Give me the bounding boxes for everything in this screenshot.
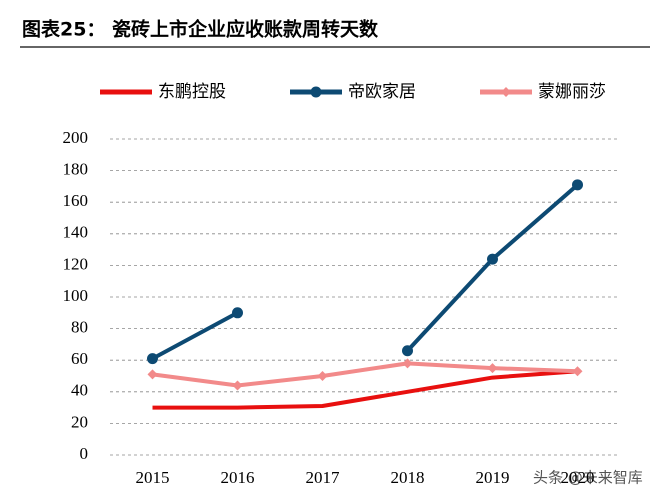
point — [487, 253, 498, 265]
legend-label: 东鹏控股 — [158, 82, 226, 102]
y-tick-label: 80 — [71, 318, 88, 337]
point — [232, 380, 243, 391]
series-line — [152, 369, 578, 410]
point — [232, 307, 243, 319]
point — [487, 363, 498, 374]
y-tick-label: 160 — [63, 191, 89, 210]
legend-label: 蒙娜丽莎 — [538, 82, 606, 102]
point — [317, 371, 328, 381]
point — [402, 358, 413, 369]
x-tick-label: 2018 — [391, 468, 425, 487]
point — [402, 345, 413, 357]
point — [572, 179, 583, 191]
series-line — [152, 361, 578, 388]
x-tick-label: 2019 — [476, 468, 510, 487]
y-tick-label: 120 — [63, 254, 89, 273]
y-tick-label: 20 — [71, 412, 88, 431]
x-tick-label: 2016 — [221, 468, 255, 487]
y-tick-label: 140 — [63, 223, 89, 242]
y-tick-label: 200 — [63, 128, 89, 147]
x-tick-label: 2015 — [136, 468, 170, 487]
watermark: 头条 @未来智库 — [533, 469, 643, 487]
y-tick-label: 180 — [63, 160, 89, 179]
point — [147, 369, 158, 380]
y-tick-label: 0 — [80, 444, 89, 463]
chart-title: 图表25： 瓷砖上市企业应收账款周转天数 — [22, 18, 379, 41]
y-tick-label: 40 — [71, 381, 88, 400]
series-line — [151, 183, 579, 361]
point — [501, 87, 511, 97]
x-tick-label: 2020 — [561, 468, 595, 487]
x-tick-label: 2017 — [306, 468, 341, 487]
y-tick-label: 100 — [63, 286, 89, 305]
point — [147, 353, 158, 365]
y-tick-label: 60 — [71, 349, 88, 368]
point — [310, 86, 322, 98]
point — [572, 366, 583, 377]
legend-label: 帝欧家居 — [348, 82, 416, 102]
